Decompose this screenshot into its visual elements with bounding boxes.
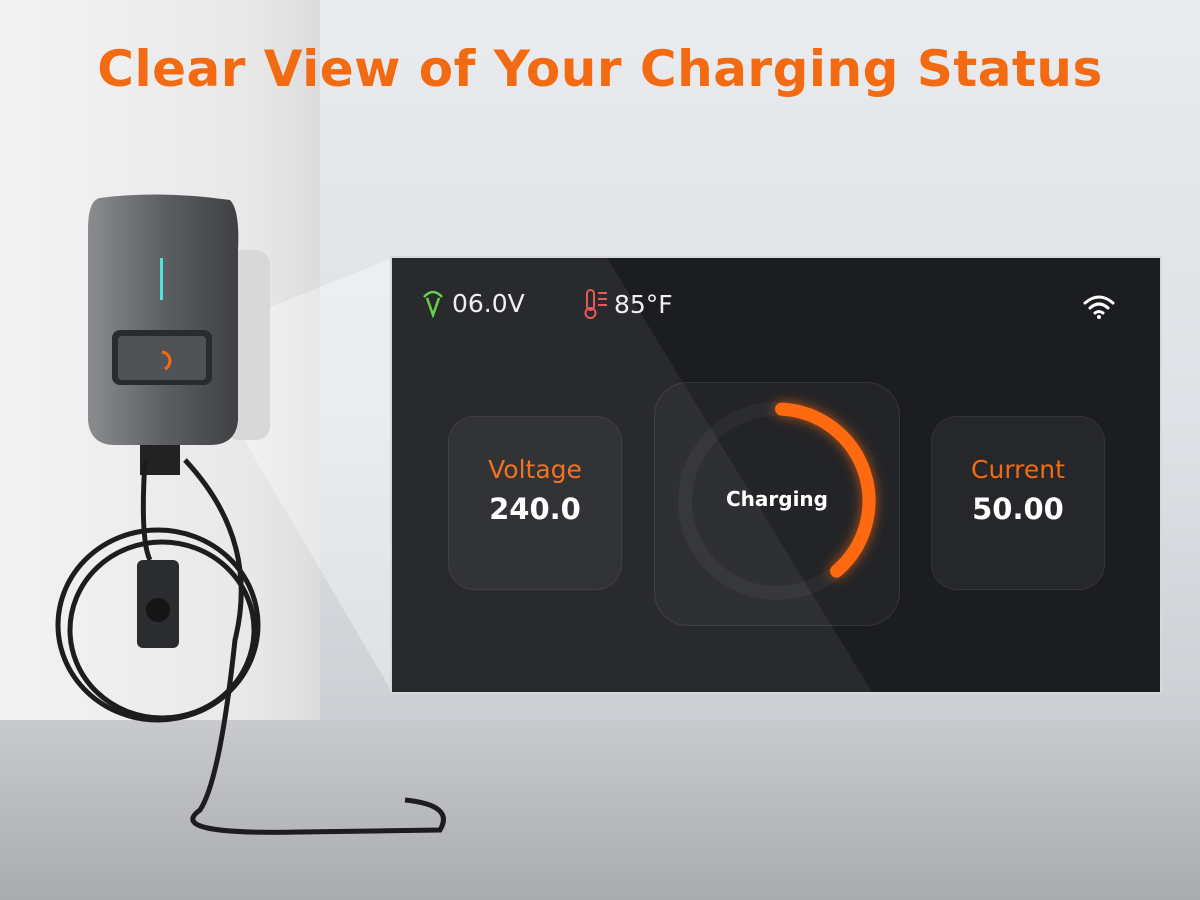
current-card: Current 50.00 <box>931 416 1105 590</box>
progress-arc <box>775 402 876 578</box>
headline: Clear View of Your Charging Status <box>97 40 1103 98</box>
wifi-icon <box>1083 295 1115 319</box>
current-value: 50.00 <box>972 492 1064 526</box>
charging-progress-ring <box>678 402 876 600</box>
voltage-value: 240.0 <box>449 492 621 526</box>
v-signal-icon <box>423 290 443 318</box>
temperature-indicator: 85°F <box>584 288 673 320</box>
temperature-value: 85°F <box>614 289 673 319</box>
current-label: Current <box>971 455 1065 484</box>
screen-glare <box>392 258 872 692</box>
grid-voltage-indicator: 06.0V <box>422 288 525 318</box>
thermometer-icon <box>584 289 607 319</box>
charger-display: 06.0V 85°F Voltage 240.0 Charging Curren… <box>392 258 1160 692</box>
voltage-card: Voltage 240.0 <box>448 416 622 590</box>
grid-voltage-value: 06.0V <box>452 289 525 318</box>
charging-status-label: Charging <box>725 487 828 511</box>
voltage-label: Voltage <box>449 455 621 484</box>
charging-status-card: Charging <box>654 382 900 626</box>
